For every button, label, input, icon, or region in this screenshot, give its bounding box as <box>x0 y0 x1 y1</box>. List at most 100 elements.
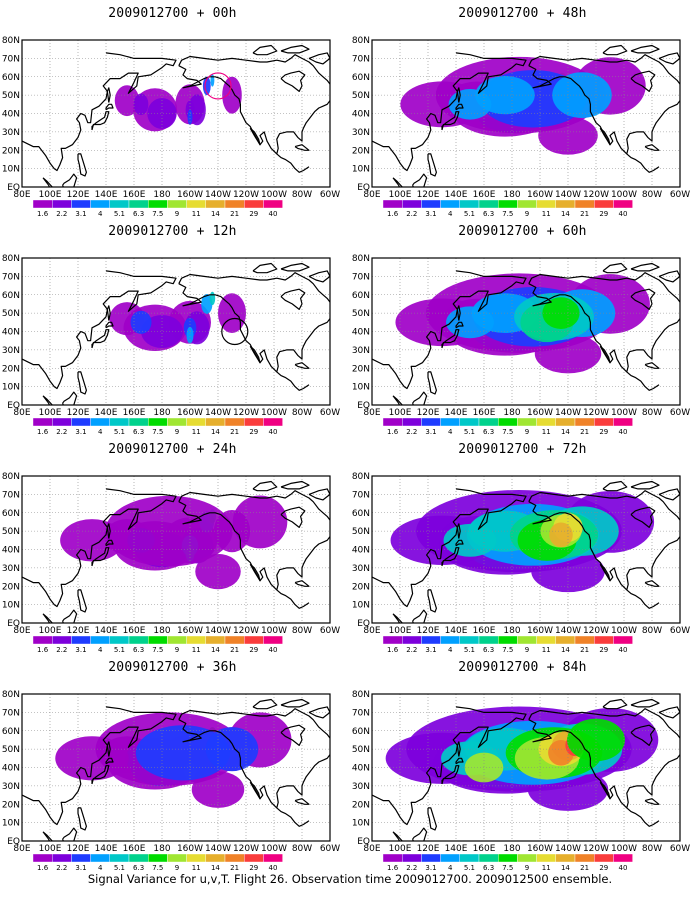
colorbar-label: 29 <box>599 864 608 872</box>
colorbar-label: 2.2 <box>56 210 67 218</box>
lat-tick-label: 40N <box>352 764 370 774</box>
lon-tick-label: 140E <box>445 190 468 200</box>
colorbar-label: 9 <box>525 428 529 436</box>
colorbar-swatch <box>555 635 576 645</box>
colorbar-label: 4 <box>448 428 453 436</box>
colorbar-swatch <box>32 199 53 209</box>
colorbar-swatch <box>402 635 422 645</box>
lat-tick-label: EQ <box>357 401 370 411</box>
colorbar-swatch <box>52 853 72 863</box>
lon-tick-label: 160E <box>473 190 496 200</box>
lon-tick-label: 80E <box>13 626 30 636</box>
colorbar-label: 6.3 <box>483 646 494 654</box>
panel-title: 2009012700 + 48h <box>458 6 587 21</box>
colorbar-swatch <box>243 635 264 645</box>
colorbar-swatch <box>382 853 403 863</box>
lon-tick-label: 140E <box>445 626 468 636</box>
lon-tick-label: 140E <box>95 408 118 418</box>
lat-tick-label: 80N <box>2 36 20 46</box>
colorbar-label: 3.1 <box>425 646 436 654</box>
colorbar-swatch <box>478 199 499 209</box>
colorbar-label: 4 <box>448 210 453 218</box>
colorbar-swatch <box>243 853 264 863</box>
lon-tick-label: 180 <box>503 408 520 418</box>
lat-tick-label: 70N <box>352 54 370 64</box>
colorbar-label: 14 <box>561 210 570 218</box>
lon-tick-label: 100W <box>261 844 287 854</box>
colorbar-label: 2.2 <box>56 646 67 654</box>
lon-tick-label: 120E <box>67 408 90 418</box>
colorbar-label: 9 <box>525 646 529 654</box>
colorbar-label: 2.2 <box>406 210 417 218</box>
colorbar-label: 9 <box>525 210 529 218</box>
colorbar-swatch <box>536 635 557 645</box>
colorbar-swatch <box>402 853 422 863</box>
colorbar-label: 7.5 <box>502 428 513 436</box>
lat-tick-label: 60N <box>2 291 20 301</box>
colorbar-swatch <box>574 853 595 863</box>
colorbar-swatch <box>613 635 633 645</box>
panel-title: 2009012700 + 24h <box>108 442 237 457</box>
colorbar-label: 5.1 <box>114 646 125 654</box>
colorbar-swatch <box>167 853 187 863</box>
colorbar-label: 29 <box>599 210 608 218</box>
colorbar-swatch <box>593 417 614 427</box>
lon-tick-label: 180 <box>153 626 170 636</box>
panel-title: 2009012700 + 12h <box>108 224 237 239</box>
colorbar-swatch <box>205 635 226 645</box>
lat-tick-label: 50N <box>352 745 370 755</box>
lon-tick-label: 60W <box>320 844 340 854</box>
lon-tick-label: 80E <box>363 408 380 418</box>
colorbar-label: 14 <box>211 210 220 218</box>
colorbar-swatch <box>593 853 614 863</box>
colorbar-label: 1.6 <box>387 646 399 654</box>
colorbar-swatch <box>167 635 187 645</box>
colorbar-swatch <box>440 199 460 209</box>
lon-tick-label: 120W <box>233 408 259 418</box>
colorbar-label: 9 <box>175 864 179 872</box>
colorbar-label: 29 <box>599 428 608 436</box>
colorbar-label: 3.1 <box>75 864 86 872</box>
lon-tick-label: 80W <box>292 190 312 200</box>
colorbar-label: 7.5 <box>502 646 513 654</box>
lat-tick-label: 80N <box>2 690 20 700</box>
colorbar-label: 6.3 <box>133 428 144 436</box>
lat-tick-label: 20N <box>2 364 20 374</box>
panel-title: 2009012700 + 60h <box>458 224 587 239</box>
colorbar-swatch <box>440 635 460 645</box>
lon-tick-label: 60W <box>320 190 340 200</box>
lon-tick-label: 80W <box>292 844 312 854</box>
colorbar-label: 21 <box>230 428 239 436</box>
colorbar-label: 11 <box>192 864 201 872</box>
lon-tick-label: 100E <box>389 844 412 854</box>
colorbar-label: 2.2 <box>56 428 67 436</box>
colorbar-label: 4 <box>98 210 103 218</box>
lat-tick-label: 50N <box>352 91 370 101</box>
map-panel: 2009012700 + 24h 80N 70N 60N 50N 40N 30N 20N 10N… <box>0 436 345 654</box>
colorbar-swatch <box>147 635 168 645</box>
lat-tick-label: 70N <box>352 490 370 500</box>
colorbar-swatch <box>71 853 91 863</box>
lat-tick-label: 60N <box>2 509 20 519</box>
lon-tick-label: 120E <box>417 844 440 854</box>
variance-contour <box>55 736 129 781</box>
lat-tick-label: 20N <box>352 582 370 592</box>
lat-tick-label: EQ <box>357 837 370 847</box>
colorbar-label: 14 <box>211 428 220 436</box>
panel-title: 2009012700 + 84h <box>458 660 587 675</box>
lon-tick-label: 160W <box>177 408 203 418</box>
lon-tick-label: 80W <box>642 844 662 854</box>
lon-tick-label: 120E <box>67 190 90 200</box>
lat-tick-label: 20N <box>2 582 20 592</box>
colorbar-label: 11 <box>192 210 201 218</box>
colorbar-label: 5.1 <box>114 428 125 436</box>
lon-tick-label: 60W <box>670 626 690 636</box>
colorbar-swatch <box>536 199 557 209</box>
colorbar-swatch <box>382 635 403 645</box>
colorbar-label: 1.6 <box>37 210 49 218</box>
colorbar-swatch <box>382 199 403 209</box>
colorbar-label: 6.3 <box>133 210 144 218</box>
colorbar-label: 3.1 <box>425 428 436 436</box>
colorbar-label: 14 <box>561 428 570 436</box>
lon-tick-label: 80E <box>363 844 380 854</box>
